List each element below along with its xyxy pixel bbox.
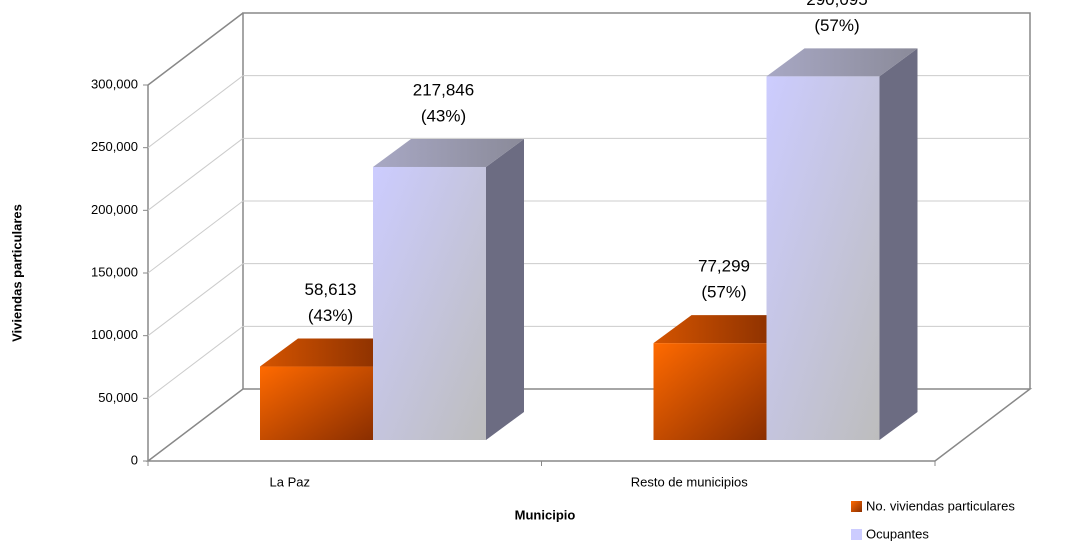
y-tick-label: 300,000 — [91, 76, 138, 91]
bar-top — [766, 48, 918, 77]
bar-front — [653, 343, 767, 440]
value-label: (57%) — [814, 16, 859, 35]
x-tick-label: Resto de municipios — [631, 474, 749, 489]
value-label: (43%) — [421, 106, 466, 125]
bar — [373, 138, 524, 440]
value-label: (57%) — [701, 283, 746, 302]
value-label: (43%) — [308, 306, 353, 325]
x-axis-label: Municipio — [515, 507, 576, 522]
x-tick-label: La Paz — [270, 474, 310, 489]
grid-line — [147, 200, 244, 274]
y-axis-label: Viviendas particulares — [9, 204, 24, 342]
bar-front — [373, 166, 486, 440]
value-label: 58,613 — [305, 280, 357, 299]
y-tick-label: 0 — [131, 452, 138, 467]
y-tick-label: 250,000 — [91, 139, 138, 154]
y-tick-label: 150,000 — [91, 264, 138, 279]
bar — [766, 48, 918, 440]
grid-line — [147, 263, 244, 337]
floor — [145, 388, 1033, 462]
grid-line — [147, 325, 244, 399]
y-tick-label: 200,000 — [91, 202, 138, 217]
value-label: 290,095 — [806, 0, 867, 9]
value-label: 77,299 — [698, 257, 750, 276]
y-tick-label: 100,000 — [91, 327, 138, 342]
legend-swatch — [851, 529, 862, 540]
legend-label: Ocupantes — [866, 526, 929, 541]
value-label: 217,846 — [413, 80, 474, 99]
bar-front — [766, 76, 880, 440]
grid-line — [147, 75, 244, 149]
legend-label: No. viviendas particulares — [866, 498, 1015, 513]
y-tick-label: 50,000 — [98, 390, 138, 405]
bar-side — [879, 48, 918, 440]
bar-top — [373, 138, 524, 167]
bar-side — [486, 138, 524, 440]
bar-front — [260, 366, 373, 440]
grid-line — [147, 137, 244, 211]
legend-swatch — [851, 501, 862, 512]
